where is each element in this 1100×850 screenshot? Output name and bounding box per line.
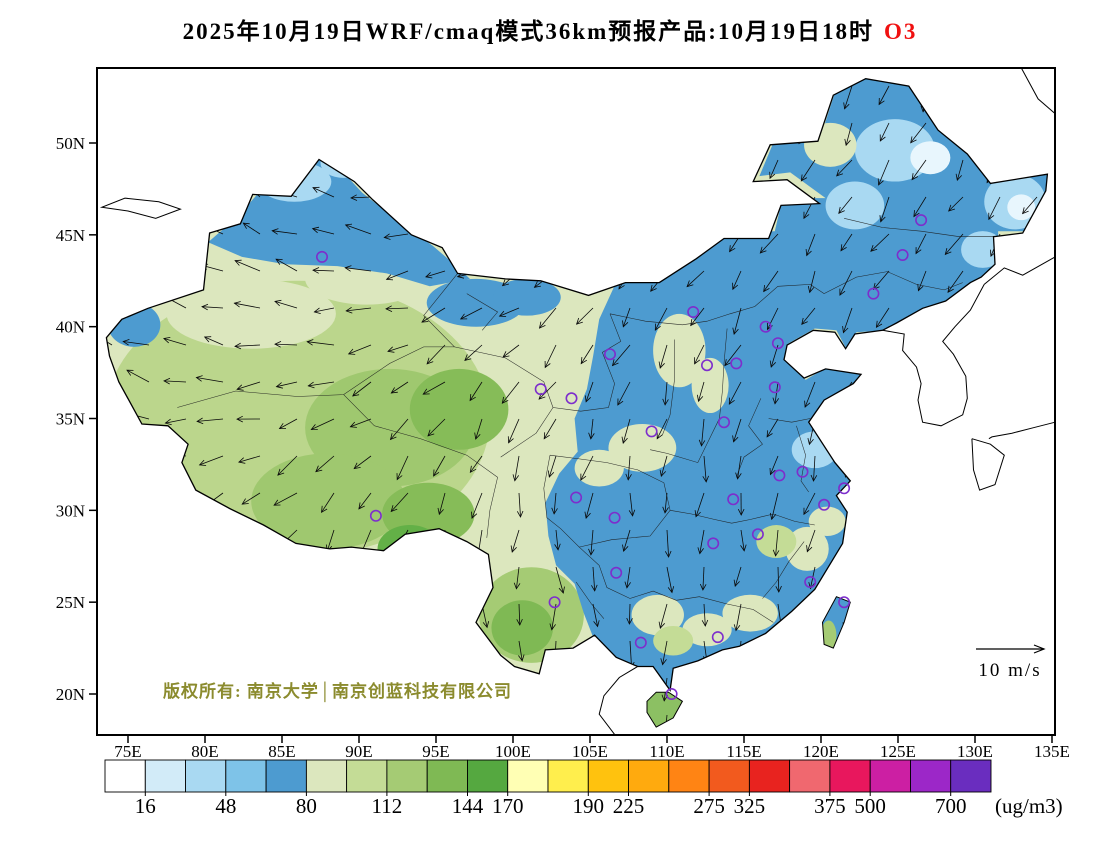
svg-text:112: 112 bbox=[372, 794, 403, 818]
svg-text:105E: 105E bbox=[572, 742, 608, 761]
map-axes: 50N 45N 40N 35N 30N 25N 20N 75E 80E 85E 90E 95E 100E… bbox=[56, 67, 1070, 761]
chart-title: 2025年10月19日WRF/cmaq模式36km预报产品:10月19日18时 O… bbox=[0, 12, 1100, 46]
svg-text:110E: 110E bbox=[649, 742, 684, 761]
country-outline bbox=[105, 78, 1049, 728]
svg-text:40N: 40N bbox=[56, 318, 85, 337]
svg-text:80: 80 bbox=[296, 794, 317, 818]
wind-scale-legend: 10 m/s bbox=[976, 644, 1046, 681]
svg-text:275: 275 bbox=[693, 794, 725, 818]
svg-text:80E: 80E bbox=[191, 742, 218, 761]
svg-text:170: 170 bbox=[492, 794, 524, 818]
svg-text:16: 16 bbox=[135, 794, 156, 818]
svg-text:135E: 135E bbox=[1034, 742, 1070, 761]
svg-text:20N: 20N bbox=[56, 685, 85, 704]
species-label: O3 bbox=[883, 19, 918, 44]
svg-text:48: 48 bbox=[215, 794, 236, 818]
svg-text:225: 225 bbox=[613, 794, 645, 818]
svg-text:325: 325 bbox=[734, 794, 766, 818]
svg-text:10 m/s: 10 m/s bbox=[978, 660, 1041, 681]
o3-concentration-fill bbox=[106, 78, 1048, 728]
svg-text:25N: 25N bbox=[56, 593, 85, 612]
svg-text:50N: 50N bbox=[56, 134, 85, 153]
svg-text:190: 190 bbox=[573, 794, 605, 818]
colorbar-unit-label: (ug/m3) bbox=[995, 794, 1063, 818]
city-markers bbox=[315, 214, 928, 700]
svg-text:115E: 115E bbox=[726, 742, 761, 761]
svg-text:30N: 30N bbox=[56, 501, 85, 520]
svg-text:500: 500 bbox=[854, 794, 886, 818]
svg-text:125E: 125E bbox=[880, 742, 916, 761]
svg-text:85E: 85E bbox=[268, 742, 295, 761]
svg-text:45N: 45N bbox=[56, 226, 85, 245]
title-text: 2025年10月19日WRF/cmaq模式36km预报产品:10月19日18时 bbox=[182, 19, 874, 44]
svg-text:130E: 130E bbox=[957, 742, 993, 761]
svg-text:35N: 35N bbox=[56, 410, 85, 429]
svg-text:120E: 120E bbox=[803, 742, 839, 761]
neighboring-coastlines bbox=[99, 67, 1056, 735]
svg-text:95E: 95E bbox=[422, 742, 449, 761]
svg-text:100E: 100E bbox=[495, 742, 531, 761]
svg-text:700: 700 bbox=[935, 794, 967, 818]
svg-text:144: 144 bbox=[452, 794, 484, 818]
colorbar: 16 48 80 112 144 170 190 225 275 325 375 500 700 (ug/… bbox=[104, 759, 1063, 818]
svg-text:90E: 90E bbox=[345, 742, 372, 761]
svg-text:375: 375 bbox=[814, 794, 846, 818]
copyright-watermark: 版权所有: 南京大学│南京创蓝科技有限公司 bbox=[163, 681, 512, 703]
svg-text:75E: 75E bbox=[114, 742, 141, 761]
